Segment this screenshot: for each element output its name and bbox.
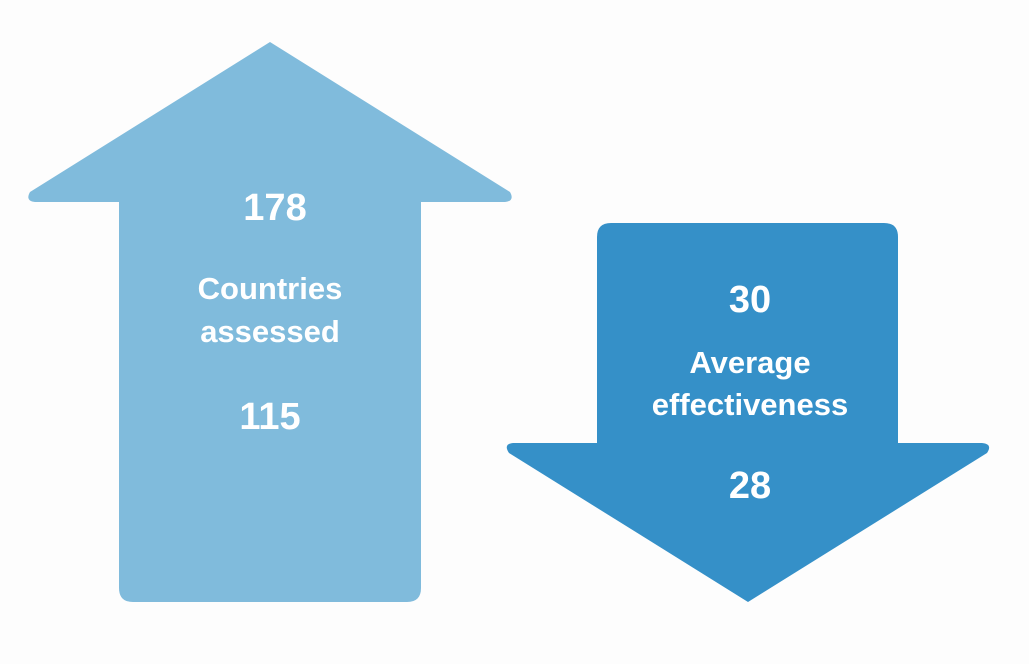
label-line: effectiveness: [652, 387, 848, 422]
arrow-head: [28, 42, 512, 202]
down-arrow: 30 Average effectiveness 28: [506, 223, 990, 602]
arrow-head: [506, 443, 990, 602]
label-line: Countries: [198, 271, 343, 306]
bottom-value: 28: [729, 465, 771, 507]
up-arrow: 178 Countries assessed 115: [28, 42, 512, 602]
arrow-body: [597, 223, 898, 445]
top-value: 30: [729, 279, 771, 321]
label-line: Average: [689, 345, 810, 380]
top-value: 178: [243, 187, 306, 229]
label-line: assessed: [200, 314, 340, 349]
arrow-body: [119, 200, 421, 602]
bottom-value: 115: [239, 396, 300, 438]
